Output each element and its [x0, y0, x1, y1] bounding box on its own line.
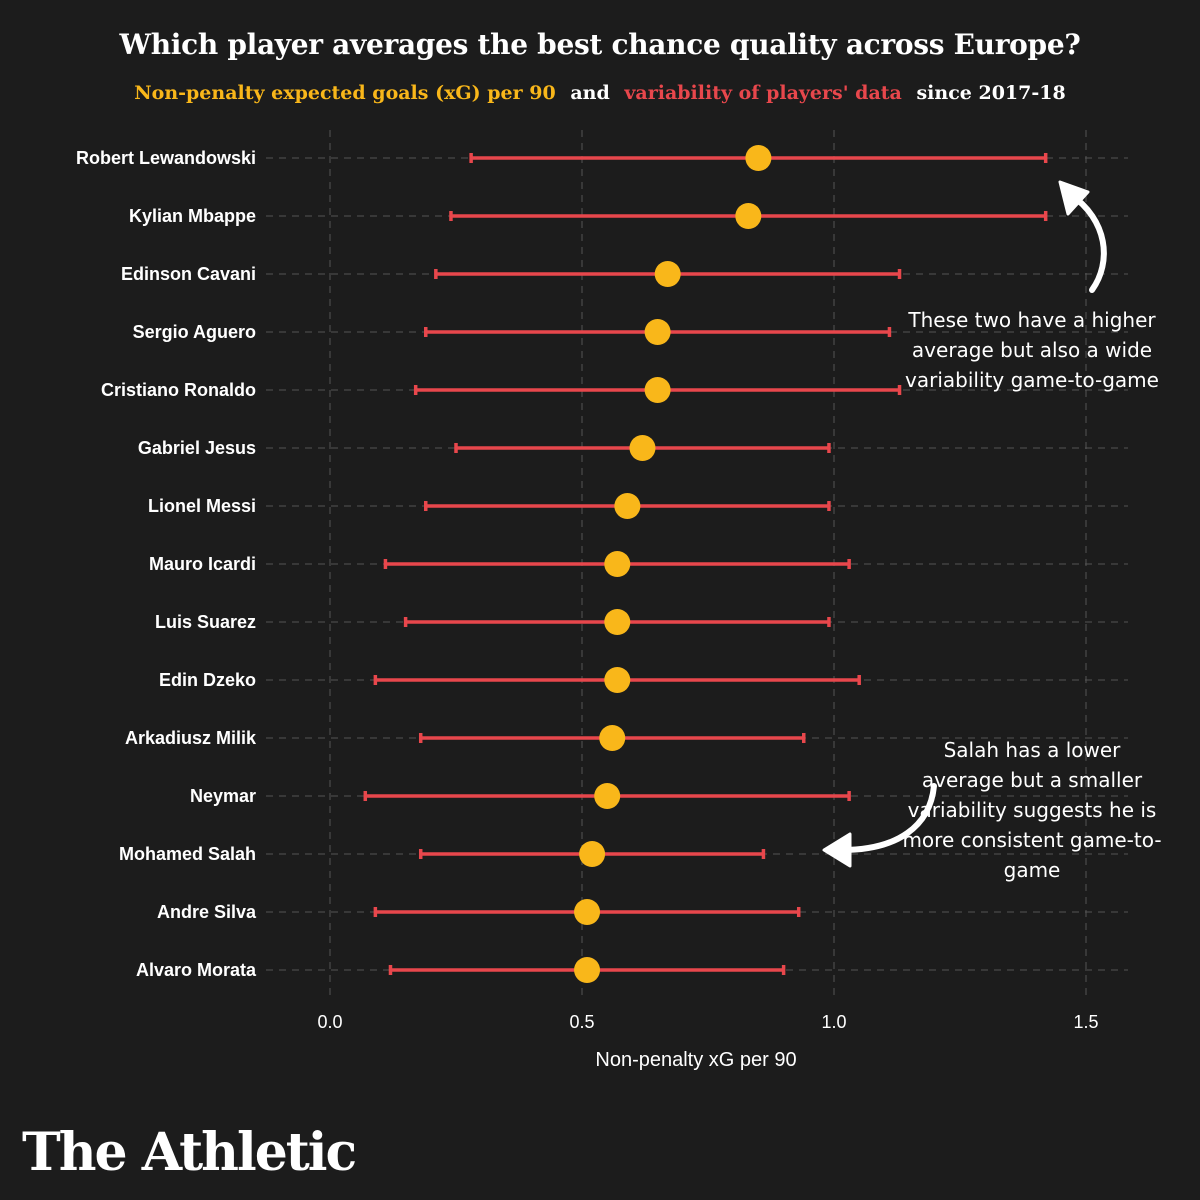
player-label: Mauro Icardi	[149, 554, 256, 574]
player-label: Andre Silva	[157, 902, 257, 922]
x-axis-title: Non-penalty xG per 90	[595, 1049, 796, 1071]
subtitle-period: since 2017-18	[916, 82, 1066, 104]
player-label: Edinson Cavani	[121, 264, 256, 284]
annotation-arrows	[822, 180, 1107, 868]
player-label: Mohamed Salah	[119, 844, 256, 864]
mean-dot	[574, 957, 601, 983]
mean-dot	[735, 203, 762, 229]
annotation-arrow-top	[1067, 191, 1107, 293]
mean-dots	[574, 145, 772, 983]
x-tick-label: 1.0	[821, 1012, 846, 1032]
mean-dot	[644, 377, 671, 403]
player-label: Lionel Messi	[148, 496, 256, 516]
x-tick-label: 0.0	[317, 1012, 342, 1032]
mean-dot	[604, 667, 631, 693]
mean-dot	[604, 551, 631, 577]
arrowhead-bottom-icon	[822, 832, 852, 868]
player-label: Kylian Mbappe	[129, 206, 256, 226]
player-label: Cristiano Ronaldo	[101, 380, 256, 400]
subtitle-connector: and	[570, 82, 610, 104]
brand-logo: The Athletic	[22, 1122, 357, 1183]
player-label: Gabriel Jesus	[138, 438, 256, 458]
player-labels: Robert Lewandowski Kylian Mbappe Edinson C…	[76, 148, 257, 980]
mean-dot	[629, 435, 656, 461]
player-label: Edin Dzeko	[159, 670, 256, 690]
annotation-top: These two have a higher average but also…	[905, 308, 1159, 392]
arrowhead-top-icon	[1058, 180, 1090, 216]
mean-dot	[579, 841, 606, 867]
chart-subtitle: Non-penalty expected goals (xG) per 90 a…	[0, 82, 1200, 104]
annotation-arrow-bottom	[839, 783, 937, 853]
player-label: Sergio Aguero	[133, 322, 256, 342]
mean-dot	[604, 609, 631, 635]
mean-dot	[745, 145, 772, 171]
player-label: Robert Lewandowski	[76, 148, 256, 168]
mean-dot	[654, 261, 681, 287]
chart-title: Which player averages the best chance qu…	[119, 28, 1081, 61]
x-axis-ticks: 0.0 0.5 1.0 1.5	[317, 1012, 1098, 1032]
annotation-bottom: Salah has a lower average but a smaller …	[902, 738, 1162, 882]
mean-dot	[594, 783, 621, 809]
player-label: Neymar	[190, 786, 256, 806]
mean-dot	[574, 899, 601, 925]
subtitle-variability-legend: variability of players' data	[624, 82, 902, 104]
player-label: Luis Suarez	[155, 612, 256, 632]
mean-dot	[599, 725, 626, 751]
x-tick-label: 1.5	[1073, 1012, 1098, 1032]
x-tick-label: 0.5	[569, 1012, 594, 1032]
player-label: Alvaro Morata	[136, 960, 257, 980]
player-label: Arkadiusz Milik	[125, 728, 257, 748]
mean-dot	[614, 493, 641, 519]
subtitle-xg-legend: Non-penalty expected goals (xG) per 90	[134, 82, 556, 104]
mean-dot	[644, 319, 671, 345]
